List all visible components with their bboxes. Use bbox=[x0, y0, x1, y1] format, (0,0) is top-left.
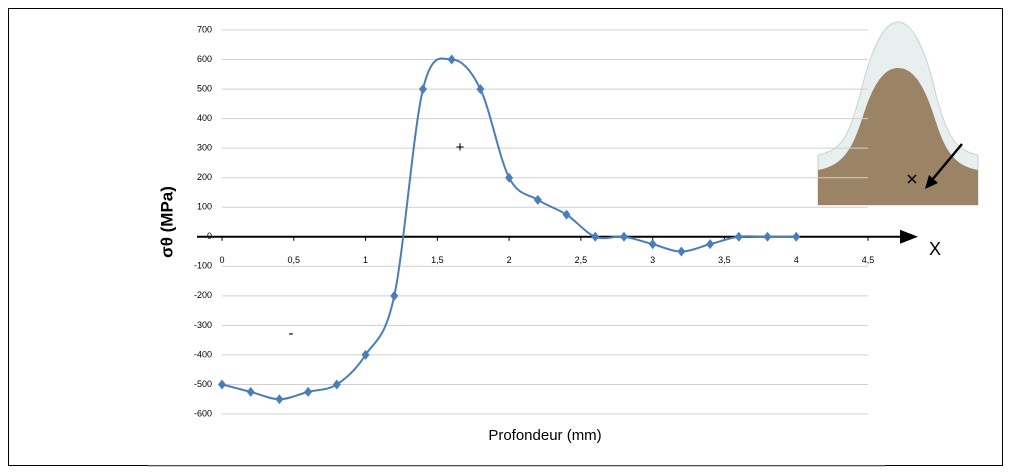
point-marker bbox=[706, 239, 715, 250]
point-marker bbox=[361, 349, 370, 360]
point-marker bbox=[275, 394, 284, 405]
y-tick-label: -400 bbox=[194, 349, 212, 359]
y-tick-label: -600 bbox=[194, 408, 212, 418]
y-tick-label: 400 bbox=[197, 113, 212, 123]
y-tick-label: 500 bbox=[197, 83, 212, 93]
y-tick-label: 600 bbox=[197, 54, 212, 64]
x-tick-label: 1 bbox=[363, 255, 368, 265]
x-tick-label: 4 bbox=[794, 255, 799, 265]
y-tick-label: 100 bbox=[197, 202, 212, 212]
x-axis-arrowhead bbox=[900, 229, 918, 244]
y-tick-label: 200 bbox=[197, 172, 212, 182]
point-marker bbox=[562, 209, 571, 220]
x-tick-label: 0 bbox=[219, 255, 224, 265]
y-tick-label: 700 bbox=[197, 24, 212, 34]
inset-arrowhead bbox=[925, 175, 938, 189]
point-marker bbox=[648, 239, 657, 250]
point-marker bbox=[619, 231, 628, 242]
annotation: + bbox=[456, 139, 465, 156]
point-marker bbox=[533, 194, 542, 205]
x-tick-label: 4,5 bbox=[862, 255, 875, 265]
inset-cross bbox=[907, 174, 917, 184]
point-marker bbox=[246, 386, 255, 397]
point-marker bbox=[390, 290, 399, 301]
inset-substrate bbox=[818, 68, 978, 205]
y-tick-label: -500 bbox=[194, 379, 212, 389]
x-tick-label: 2 bbox=[507, 255, 512, 265]
point-marker bbox=[591, 231, 600, 242]
point-marker bbox=[332, 379, 341, 390]
axis-arrow-label: X bbox=[929, 239, 941, 259]
x-tick-label: 3,5 bbox=[718, 255, 731, 265]
inset-arrow bbox=[931, 143, 963, 181]
x-tick-label: 2,5 bbox=[575, 255, 588, 265]
y-tick-label: -200 bbox=[194, 290, 212, 300]
x-axis-label: Profondeur (mm) bbox=[488, 427, 601, 444]
point-marker bbox=[418, 84, 427, 95]
point-marker bbox=[218, 379, 226, 390]
inset-photo bbox=[817, 20, 979, 206]
point-marker bbox=[476, 84, 485, 95]
point-marker bbox=[447, 54, 456, 65]
x-tick-label: 3 bbox=[650, 255, 655, 265]
y-tick-label: 300 bbox=[197, 143, 212, 153]
x-tick-label: 1,5 bbox=[431, 255, 444, 265]
point-marker bbox=[505, 172, 514, 183]
point-marker bbox=[304, 386, 313, 397]
y-axis-label: σθ (MPa) bbox=[157, 186, 176, 258]
point-marker bbox=[734, 231, 743, 242]
point-marker bbox=[792, 231, 801, 242]
line bbox=[221, 57, 797, 401]
y-tick-label: -100 bbox=[194, 261, 212, 271]
point-marker bbox=[677, 246, 686, 257]
x-tick-label: 0,5 bbox=[288, 255, 301, 265]
y-tick-label: -300 bbox=[194, 320, 212, 330]
point-marker bbox=[763, 231, 772, 242]
annotation: - bbox=[289, 325, 294, 342]
